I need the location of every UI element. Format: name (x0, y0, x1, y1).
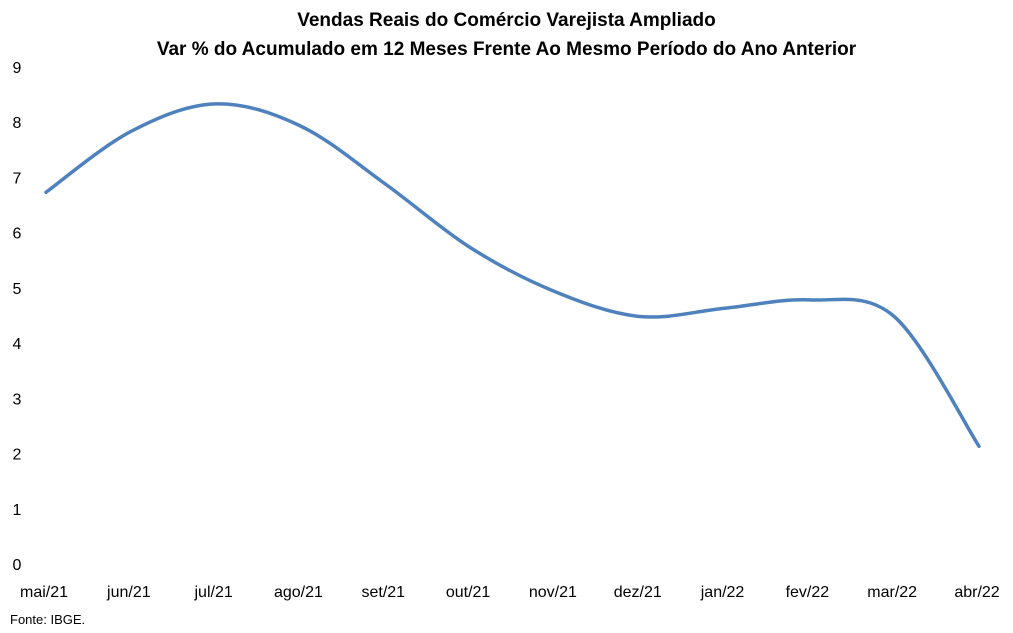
y-tick-label: 9 (13, 60, 22, 77)
y-tick-label: 7 (13, 170, 22, 187)
x-tick-label: dez/21 (614, 584, 662, 601)
x-tick-label: nov/21 (529, 584, 577, 601)
y-tick-label: 1 (13, 502, 22, 519)
x-tick-label: out/21 (446, 584, 491, 601)
x-tick-label: jan/22 (700, 584, 745, 601)
y-tick-label: 0 (13, 557, 22, 574)
chart-title-line2: Var % do Acumulado em 12 Meses Frente Ao… (156, 39, 857, 60)
x-axis-tick-labels: mai/21 jun/21 jul/21 ago/21 set/21 out/21 nov/… (20, 584, 1000, 601)
source-note: Fonte: IBGE. (10, 612, 86, 627)
x-tick-label: fev/22 (786, 584, 830, 601)
x-tick-label: jun/21 (106, 584, 151, 601)
y-tick-label: 2 (13, 447, 22, 464)
x-tick-label: jul/21 (194, 584, 233, 601)
y-tick-label: 8 (13, 115, 22, 132)
y-tick-label: 4 (13, 336, 22, 353)
x-tick-label: mai/21 (20, 584, 68, 601)
y-tick-label: 6 (13, 226, 22, 243)
series-group (44, 102, 981, 449)
series-line (44, 102, 981, 449)
chart-title: Vendas Reais do Comércio Varejista Ampli… (0, 6, 1013, 64)
x-tick-label: abr/22 (954, 584, 999, 601)
x-tick-label: mar/22 (867, 584, 917, 601)
chart-title-line1: Vendas Reais do Comércio Varejista Ampli… (297, 10, 716, 31)
y-tick-label: 3 (13, 391, 22, 408)
y-tick-label: 5 (13, 281, 22, 298)
x-tick-label: set/21 (361, 584, 405, 601)
x-tick-label: ago/21 (274, 584, 323, 601)
y-axis-tick-labels: 0 1 2 3 4 5 6 7 8 9 (13, 60, 22, 574)
